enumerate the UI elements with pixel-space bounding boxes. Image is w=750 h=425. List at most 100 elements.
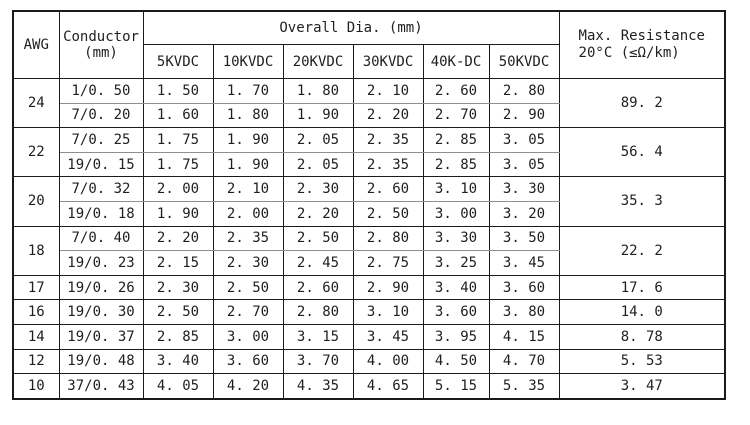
- dia-cell: 1. 80: [282, 78, 354, 104]
- awg-cell: 24: [12, 77, 60, 129]
- dia-cell: 3. 60: [422, 299, 490, 325]
- table-row: 24 1/0. 50 1. 50 1. 70 1. 80 2. 10 2. 60 2. 80 8…: [12, 77, 726, 129]
- dia-cell: 3. 20: [488, 200, 560, 227]
- header-row-1: AWG Conductor (mm) Overall Dia. (mm) Max…: [12, 10, 726, 79]
- dia-cell: 3. 40: [142, 348, 214, 375]
- dia-cell: 2. 75: [352, 250, 424, 276]
- dia-cell: 4. 50: [422, 348, 490, 375]
- dia-cell: 1. 90: [212, 127, 284, 153]
- resistance-cell: 22. 2: [558, 225, 726, 276]
- dia-cell: 2. 80: [352, 225, 424, 252]
- resistance-cell: 3. 47: [558, 373, 726, 400]
- dia-cell: 2. 70: [422, 102, 490, 129]
- dia-cell: 2. 45: [282, 250, 354, 276]
- awg-cell: 10: [12, 373, 60, 400]
- dia-cell: 3. 05: [488, 127, 560, 153]
- resistance-cell: 5. 53: [558, 348, 726, 375]
- dia-cell: 1. 60: [142, 102, 214, 129]
- conductor-cell: 19/0. 26: [58, 274, 144, 301]
- conductor-label: Conductor: [63, 29, 139, 45]
- conductor-cell: 7/0. 32: [58, 176, 144, 202]
- dia-cell: 2. 50: [142, 299, 214, 325]
- dia-cell: 2. 20: [142, 225, 214, 252]
- dia-cell: 1. 70: [212, 78, 284, 104]
- col-header-30kvdc: 30KVDC: [352, 44, 424, 79]
- col-header-awg: AWG: [12, 10, 60, 79]
- resistance-cell: 8. 78: [558, 323, 726, 350]
- col-header-resistance: Max. Resistance 20°C (≤Ω/km): [558, 10, 726, 79]
- dia-cell: 2. 35: [352, 151, 424, 178]
- dia-cell: 5. 15: [422, 373, 490, 400]
- table-row: 20 7/0. 32 2. 00 2. 10 2. 30 2. 60 3. 10 3. 30 3…: [12, 176, 726, 227]
- conductor-cell: 7/0. 25: [58, 127, 144, 153]
- dia-cell: 2. 00: [212, 200, 284, 227]
- awg-cell: 14: [12, 323, 60, 350]
- table-row: 10 37/0. 43 4. 05 4. 20 4. 35 4. 65 5. 15 5. 35…: [12, 373, 726, 400]
- table-row: 7/0. 20 1. 60 1. 80 1. 90 2. 20 2. 70 2. 90: [13, 102, 725, 129]
- dia-cell: 1. 80: [212, 102, 284, 129]
- dia-cell: 3. 60: [488, 274, 560, 301]
- dia-cell: 2. 60: [282, 274, 354, 301]
- dia-cell: 2. 30: [142, 274, 214, 301]
- dia-cell: 2. 35: [352, 127, 424, 153]
- awg-cell: 22: [12, 127, 60, 178]
- dia-cell: 1. 75: [142, 127, 214, 153]
- table-row: 17 19/0. 26 2. 30 2. 50 2. 60 2. 90 3. 40 3. 60…: [12, 274, 726, 301]
- dia-cell: 3. 00: [212, 323, 284, 350]
- dia-cell: 3. 25: [422, 250, 490, 276]
- dia-cell: 2. 85: [422, 151, 490, 178]
- dia-cell: 2. 85: [142, 323, 214, 350]
- resistance-cell: 56. 4: [558, 127, 726, 178]
- dia-cell: 2. 20: [352, 102, 424, 129]
- table-row: 16 19/0. 30 2. 50 2. 70 2. 80 3. 10 3. 60 3. 80…: [12, 299, 726, 325]
- col-header-50kvdc: 50KVDC: [488, 44, 560, 79]
- dia-cell: 3. 60: [212, 348, 284, 375]
- dia-cell: 4. 20: [212, 373, 284, 400]
- table-row: 22 7/0. 25 1. 75 1. 90 2. 05 2. 35 2. 85 3. 05 5…: [12, 127, 726, 178]
- awg-cell: 12: [12, 348, 60, 375]
- dia-cell: 2. 80: [282, 299, 354, 325]
- table-header: AWG Conductor (mm) Overall Dia. (mm) Max…: [12, 10, 726, 79]
- dia-cell: 2. 00: [142, 176, 214, 202]
- dia-cell: 3. 80: [488, 299, 560, 325]
- dia-cell: 4. 65: [352, 373, 424, 400]
- dia-cell: 3. 15: [282, 323, 354, 350]
- dia-cell: 3. 50: [488, 225, 560, 252]
- dia-cell: 2. 10: [212, 176, 284, 202]
- resistance-cell: 35. 3: [558, 176, 726, 227]
- dia-cell: 1. 90: [282, 102, 354, 129]
- header-row-2: 5KVDC 10KVDC 20KVDC 30KVDC 40K-DC 50KVDC: [13, 44, 725, 79]
- dia-cell: 2. 90: [488, 102, 560, 129]
- table-row: 12 19/0. 48 3. 40 3. 60 3. 70 4. 00 4. 50 4. 70…: [12, 348, 726, 375]
- conductor-cell: 37/0. 43: [58, 373, 144, 400]
- dia-cell: 2. 20: [282, 200, 354, 227]
- dia-cell: 2. 05: [282, 127, 354, 153]
- awg-cell: 20: [12, 176, 60, 227]
- dia-cell: 3. 10: [352, 299, 424, 325]
- dia-cell: 2. 80: [488, 78, 560, 104]
- dia-cell: 2. 90: [352, 274, 424, 301]
- table-row: 19/0. 23 2. 15 2. 30 2. 45 2. 75 3. 25 3. 45: [13, 250, 725, 276]
- awg-cell: 18: [12, 225, 60, 276]
- dia-cell: 1. 90: [212, 151, 284, 178]
- resistance-header-text: Max. Resistance 20°C (≤Ω/km): [579, 28, 705, 62]
- dia-cell: 2. 70: [212, 299, 284, 325]
- col-header-40kdc: 40K-DC: [422, 44, 490, 79]
- dia-cell: 1. 50: [142, 78, 214, 104]
- dia-cell: 3. 45: [488, 250, 560, 276]
- dia-cell: 4. 05: [142, 373, 214, 400]
- dia-cell: 2. 05: [282, 151, 354, 178]
- conductor-cell: 19/0. 18: [58, 200, 144, 227]
- col-header-5kvdc: 5KVDC: [142, 44, 214, 79]
- resistance-cell: 89. 2: [558, 77, 726, 129]
- dia-cell: 2. 50: [212, 274, 284, 301]
- resistance-condition-label: 20°C (≤Ω/km): [578, 45, 680, 61]
- dia-cell: 1. 90: [142, 200, 214, 227]
- dia-cell: 2. 30: [282, 176, 354, 202]
- dia-cell: 3. 30: [422, 225, 490, 252]
- dia-cell: 2. 50: [352, 200, 424, 227]
- dia-cell: 3. 45: [352, 323, 424, 350]
- col-header-10kvdc: 10KVDC: [212, 44, 284, 79]
- dia-cell: 2. 30: [212, 250, 284, 276]
- conductor-cell: 19/0. 15: [58, 151, 144, 178]
